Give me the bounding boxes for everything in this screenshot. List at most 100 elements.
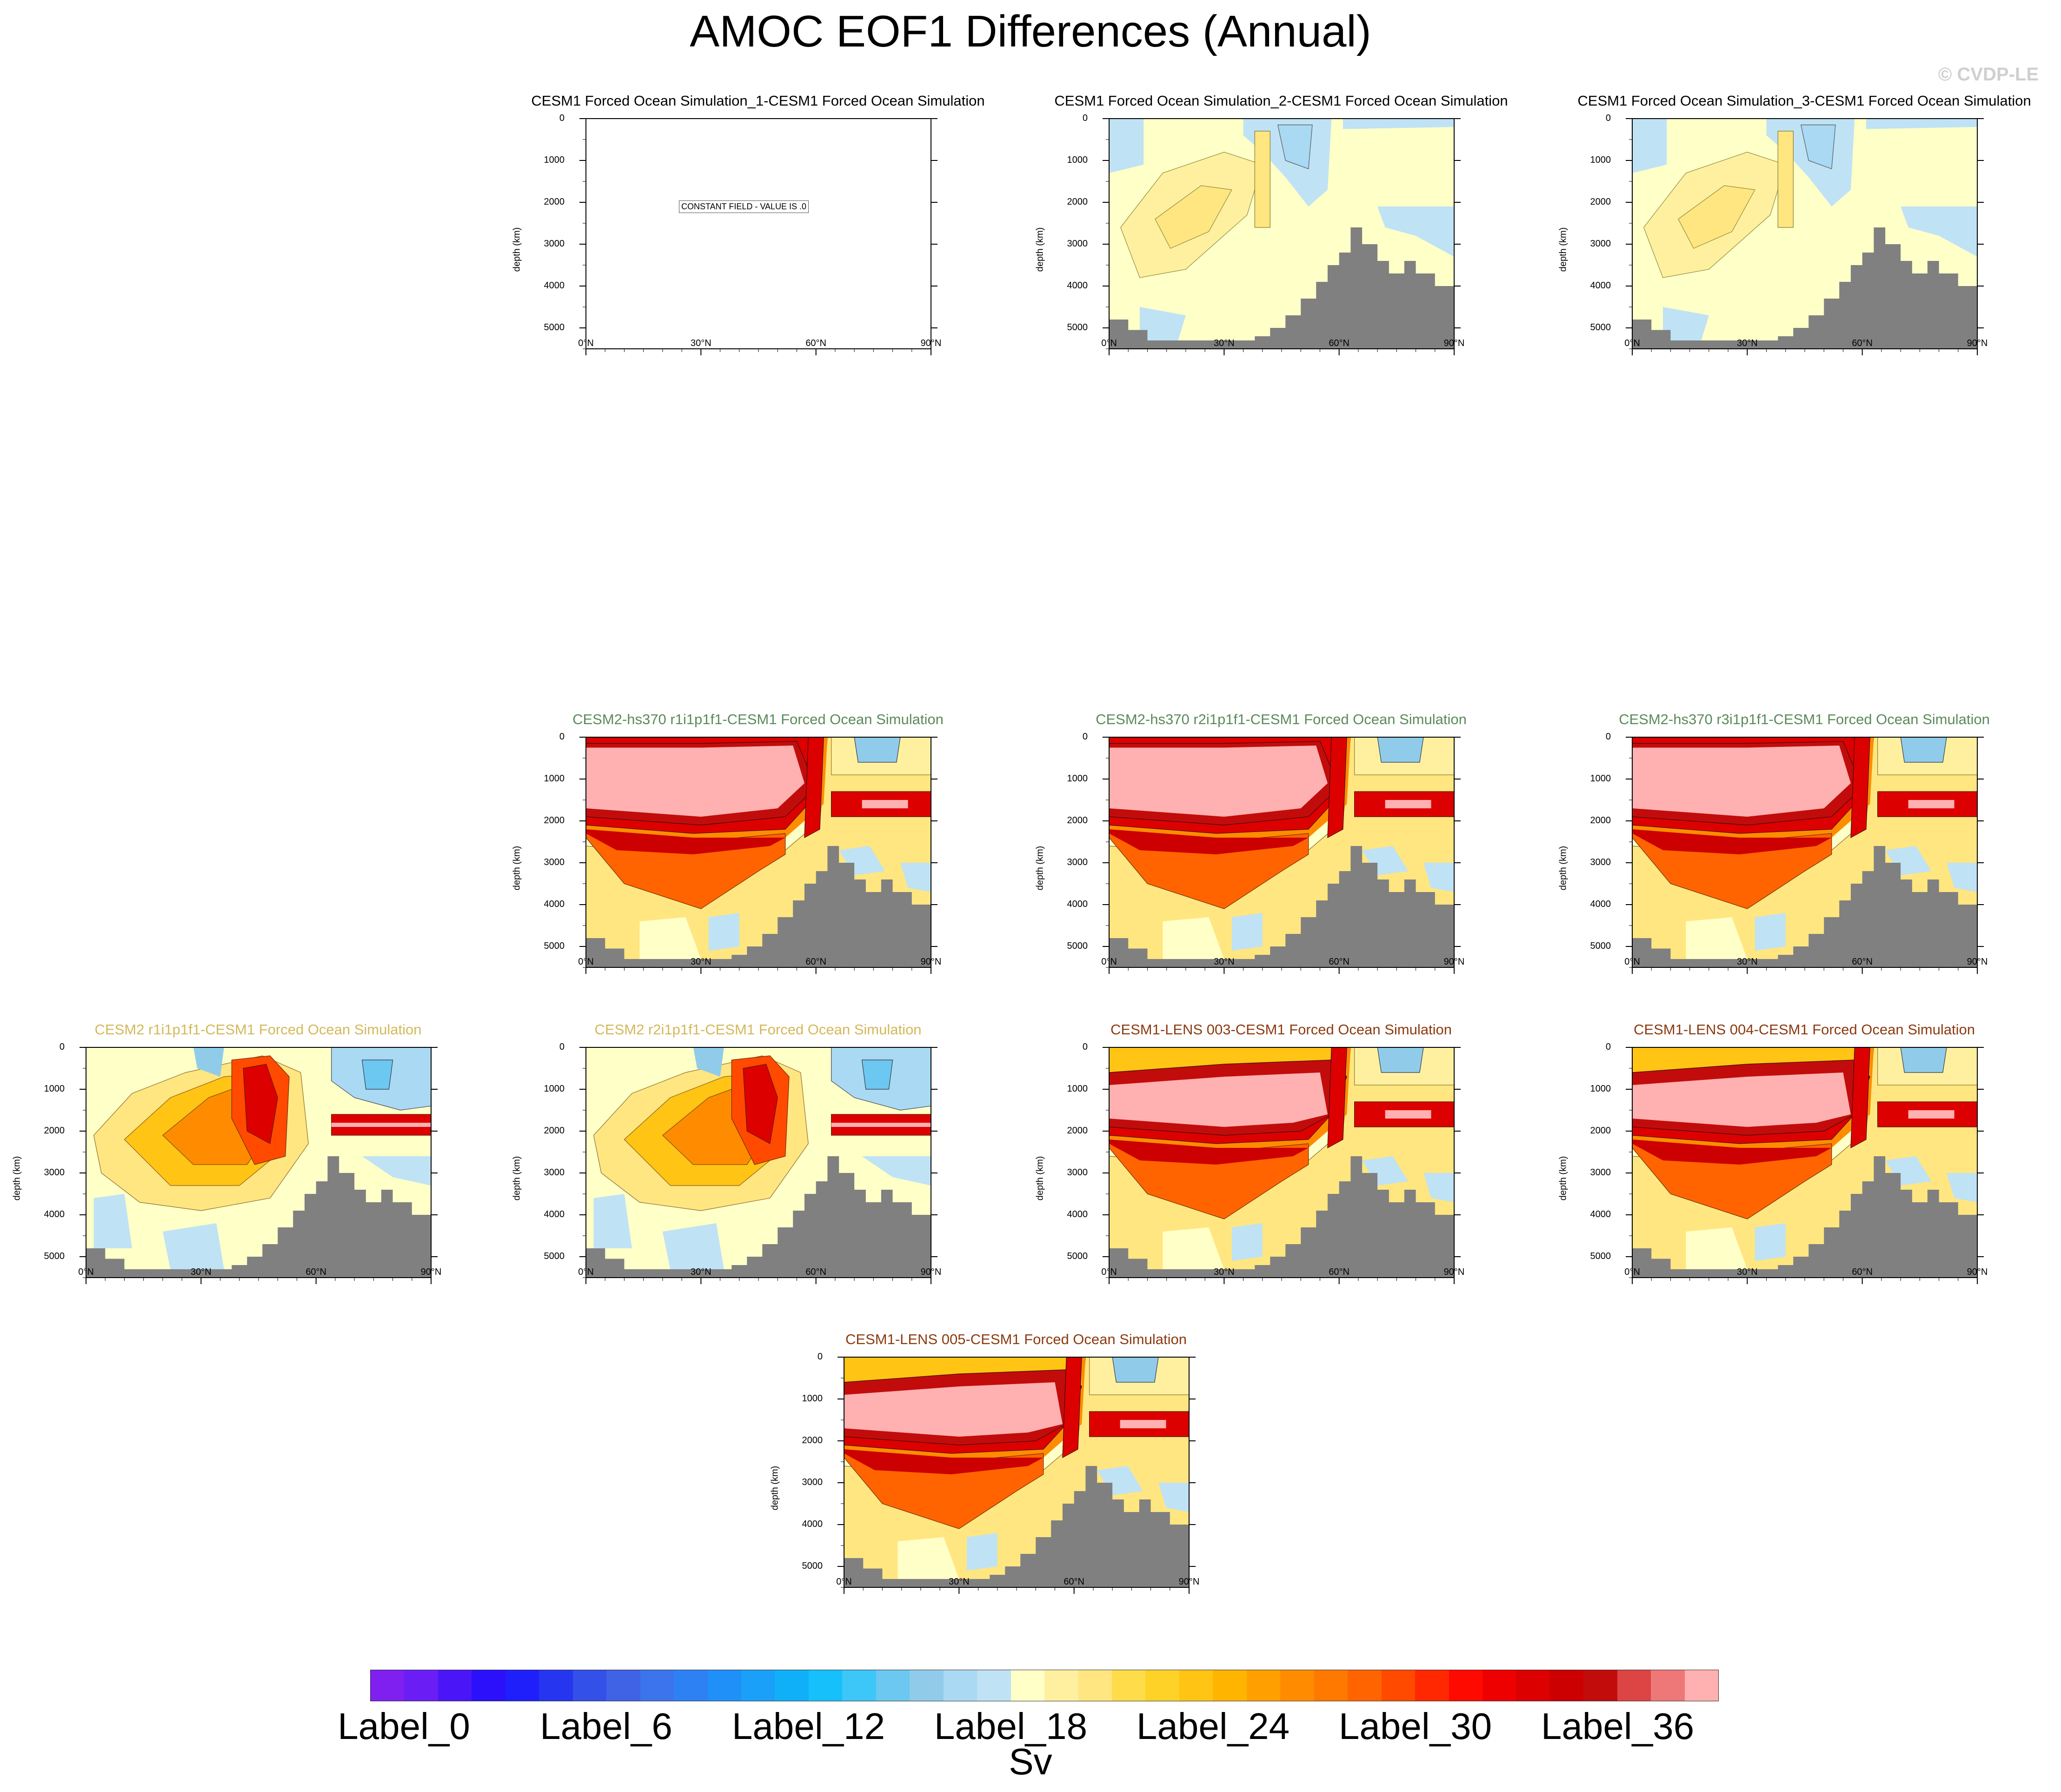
negative-region (693, 1047, 724, 1077)
colorbar (370, 1670, 1719, 1701)
panel-3: CESM1 Forced Ocean Simulation_3-CESM1 Fo… (1544, 91, 2061, 379)
positive-max (844, 1382, 1063, 1437)
colorbar-segment (404, 1670, 438, 1701)
panel-title: CESM1 Forced Ocean Simulation_2-CESM1 Fo… (1054, 93, 1508, 109)
y-axis-label: depth (km) (770, 1466, 780, 1511)
positive-core (1254, 131, 1270, 228)
negative-core (854, 737, 901, 763)
colorbar-segment (438, 1670, 472, 1701)
colorbar-label: Label_0 (338, 1705, 470, 1747)
positive-max (1632, 1073, 1851, 1127)
panel-8: CESM2 r2i1p1f1-CESM1 Forced Ocean Simula… (498, 1019, 1018, 1308)
positive-band-core (831, 1123, 931, 1127)
positive-band-core (1908, 1110, 1955, 1119)
positive-max (1632, 746, 1851, 817)
y-tick-label: 4000 (1590, 1209, 1611, 1219)
plot-area (579, 1047, 937, 1284)
y-tick-label: 3000 (1067, 239, 1088, 249)
y-axis-label: depth (km) (1558, 1156, 1569, 1201)
bathymetry (586, 846, 931, 967)
positive-max (1109, 746, 1328, 817)
y-tick-label: 4000 (1067, 280, 1088, 291)
colorbar-segment (505, 1670, 539, 1701)
x-tick-label: 30°N (690, 957, 711, 967)
negative-core (1801, 124, 1836, 169)
positive-core (1109, 1139, 1309, 1165)
y-axis-label: depth (km) (512, 227, 522, 272)
x-tick-label: 0°N (836, 1577, 852, 1587)
x-tick-label: 60°N (1852, 338, 1873, 348)
y-tick-label: 1000 (1590, 773, 1611, 784)
y-tick-label: 4000 (44, 1209, 65, 1219)
positive-max (1109, 1073, 1328, 1127)
panel-title: CESM1-LENS 003-CESM1 Forced Ocean Simula… (1110, 1021, 1452, 1038)
y-tick-label: 4000 (544, 1209, 565, 1219)
y-tick-label: 4000 (802, 1519, 823, 1529)
colorbar-segment (1415, 1670, 1449, 1701)
colorbar-units: Sv (1009, 1741, 1052, 1782)
panel-title: CESM1-LENS 005-CESM1 Forced Ocean Simula… (845, 1331, 1187, 1347)
x-tick-label: 90°N (1967, 957, 1988, 967)
colorbar-segment (876, 1670, 910, 1701)
y-tick-label: 4000 (1067, 1209, 1088, 1219)
x-tick-label: 90°N (1443, 1267, 1465, 1277)
positive-core (1632, 829, 1832, 854)
negative-region (1755, 1223, 1786, 1261)
y-tick-label: 3000 (544, 857, 565, 867)
colorbar-label: Label_18 (934, 1705, 1088, 1747)
x-tick-label: 90°N (1178, 1577, 1200, 1587)
y-tick-label: 3000 (544, 1167, 565, 1178)
colorbar-segment (977, 1670, 1011, 1701)
x-tick-label: 90°N (420, 1267, 442, 1277)
y-tick-label: 5000 (1067, 322, 1088, 333)
x-tick-label: 30°N (1736, 1267, 1758, 1277)
panel-2: CESM1 Forced Ocean Simulation_2-CESM1 Fo… (1021, 91, 1542, 379)
y-tick-label: 5000 (1590, 322, 1611, 333)
colorbar-label: Label_6 (540, 1705, 672, 1747)
negative-region (1866, 119, 1977, 129)
y-tick-label: 1000 (44, 1084, 65, 1094)
panel-10: CESM1-LENS 004-CESM1 Forced Ocean Simula… (1544, 1019, 2061, 1308)
colorbar-segment (1348, 1670, 1382, 1701)
bathymetry (1632, 227, 1977, 349)
colorbar-segment (1381, 1670, 1416, 1701)
colorbar-label: Label_30 (1338, 1705, 1492, 1747)
positive-band-core (1120, 1420, 1166, 1428)
colorbar-segment (1011, 1670, 1045, 1701)
plot-area (838, 1357, 1196, 1594)
x-tick-label: 90°N (920, 1267, 942, 1277)
colorbar-label: Label_36 (1541, 1705, 1695, 1747)
field (586, 1047, 931, 1278)
y-tick-label: 1000 (802, 1393, 823, 1404)
bathymetry (1109, 1156, 1454, 1278)
constant-field-note: CONSTANT FIELD - VALUE IS .0 (679, 200, 809, 213)
y-tick-label: 4000 (544, 899, 565, 909)
negative-region (162, 1223, 224, 1269)
y-tick-label: 2000 (1067, 815, 1088, 826)
x-tick-label: 60°N (805, 338, 826, 348)
positive-band-core (1385, 1110, 1431, 1119)
weak-region (898, 1537, 959, 1579)
colorbar-segment (1684, 1670, 1719, 1701)
y-tick-label: 1000 (1067, 155, 1088, 165)
x-tick-label: 0°N (578, 957, 594, 967)
x-tick-label: 30°N (948, 1577, 970, 1587)
x-tick-label: 90°N (920, 338, 942, 348)
x-tick-label: 0°N (578, 1267, 594, 1277)
panel-title: CESM1 Forced Ocean Simulation_3-CESM1 Fo… (1577, 93, 2031, 109)
panel-11: CESM1-LENS 005-CESM1 Forced Ocean Simula… (756, 1329, 1276, 1618)
colorbar-label: Label_24 (1136, 1705, 1290, 1747)
y-tick-label: 1000 (544, 773, 565, 784)
positive-core (243, 1064, 278, 1144)
weak-region (1686, 1227, 1748, 1269)
x-tick-label: 0°N (78, 1267, 94, 1277)
y-tick-label: 5000 (544, 1251, 565, 1261)
plot-area (1626, 737, 1984, 974)
colorbar-segment (472, 1670, 505, 1701)
field (86, 1047, 432, 1278)
negative-region (1632, 119, 1667, 173)
x-tick-label: 60°N (1064, 1577, 1084, 1587)
y-tick-label: 1000 (1067, 1084, 1088, 1094)
x-tick-label: 0°N (1101, 1267, 1117, 1277)
y-tick-label: 2000 (544, 1126, 565, 1136)
